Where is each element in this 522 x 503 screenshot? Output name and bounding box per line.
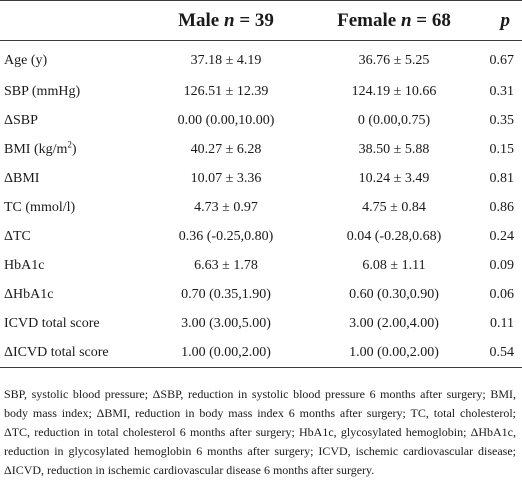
female-value: 10.24 ± 3.49 bbox=[358, 171, 430, 186]
table-row: ΔBMI 10.07 ± 3.36 10.24 ± 3.49 0.81 bbox=[0, 165, 522, 194]
comparison-table: Male n = 39 Female n = 68 p Age (y) 37.1… bbox=[0, 0, 522, 368]
table-row: ΔTC 0.36 (-0.25,0.80) 0.04 (-0.28,0.68) … bbox=[0, 223, 522, 252]
row-label: ΔHbA1c bbox=[4, 287, 54, 302]
header-p-value: p bbox=[474, 1, 522, 41]
male-value: 0.70 (0.35,1.90) bbox=[181, 287, 271, 302]
p-value: 0.86 bbox=[489, 200, 515, 215]
table-row: ICVD total score 3.00 (3.00,5.00) 3.00 (… bbox=[0, 310, 522, 339]
male-value: 10.07 ± 3.36 bbox=[190, 171, 262, 186]
row-label: Age (y) bbox=[4, 53, 48, 69]
male-value: 40.27 ± 6.28 bbox=[190, 142, 262, 157]
row-label: ΔICVD total score bbox=[4, 344, 109, 360]
header-variable bbox=[0, 1, 138, 41]
table-header-row: Male n = 39 Female n = 68 p bbox=[0, 0, 522, 41]
male-value: 0.00 (0.00,10.00) bbox=[177, 113, 275, 128]
row-label: SBP (mmHg) bbox=[4, 84, 81, 99]
male-value: 0.36 (-0.25,0.80) bbox=[178, 229, 274, 244]
header-male-word: Male bbox=[178, 9, 220, 31]
male-value: 126.51 ± 12.39 bbox=[183, 84, 269, 99]
male-value: 6.63 ± 1.78 bbox=[194, 258, 258, 273]
row-label: ΔBMI bbox=[4, 171, 40, 186]
header-female-n: n bbox=[400, 9, 412, 31]
data-table-container: Male n = 39 Female n = 68 p Age (y) 37.1… bbox=[0, 0, 522, 368]
table-row: HbA1c 6.63 ± 1.78 6.08 ± 1.11 0.09 bbox=[0, 252, 522, 281]
header-male: Male n = 39 bbox=[138, 1, 314, 41]
header-female: Female n = 68 bbox=[314, 1, 474, 41]
female-value: 3.00 (2.00,4.00) bbox=[349, 316, 439, 331]
table-row: ΔICVD total score 1.00 (0.00,2.00) 1.00 … bbox=[0, 339, 522, 368]
male-value: 4.73 ± 0.97 bbox=[194, 200, 258, 215]
table-row: SBP (mmHg) 126.51 ± 12.39 124.19 ± 10.66… bbox=[0, 78, 522, 107]
table-footnote: SBP, systolic blood pressure; ΔSBP, redu… bbox=[4, 387, 516, 477]
female-value: 6.08 ± 1.11 bbox=[362, 258, 426, 273]
row-label: ΔTC bbox=[4, 229, 31, 244]
male-value: 37.18 ± 4.19 bbox=[190, 53, 262, 69]
row-label: HbA1c bbox=[4, 258, 45, 273]
header-male-n: n bbox=[224, 9, 235, 31]
p-value: 0.31 bbox=[489, 84, 515, 99]
row-label-superscript: 2 bbox=[67, 139, 72, 150]
row-label: ICVD total score bbox=[4, 316, 100, 331]
row-label-text: BMI (kg/m bbox=[4, 142, 68, 157]
row-label: ΔSBP bbox=[4, 113, 38, 128]
table-row: ΔSBP 0.00 (0.00,10.00) 0 (0.00,0.75) 0.3… bbox=[0, 107, 522, 136]
female-value: 38.50 ± 5.88 bbox=[358, 142, 430, 157]
female-value: 4.75 ± 0.84 bbox=[362, 200, 426, 215]
table-row: BMI (kg/m2) 40.27 ± 6.28 38.50 ± 5.88 0.… bbox=[0, 136, 522, 165]
p-value: 0.06 bbox=[489, 287, 515, 302]
female-value: 36.76 ± 5.25 bbox=[358, 53, 430, 69]
header-male-count: = 39 bbox=[234, 9, 274, 31]
header-female-count: = 68 bbox=[411, 9, 451, 31]
row-label: BMI (kg/m2) bbox=[0, 136, 138, 165]
female-value: 1.00 (0.00,2.00) bbox=[349, 344, 439, 360]
female-value: 0.04 (-0.28,0.68) bbox=[346, 229, 442, 244]
p-value: 0.15 bbox=[489, 142, 515, 157]
table-row: TC (mmol/l) 4.73 ± 0.97 4.75 ± 0.84 0.86 bbox=[0, 194, 522, 223]
female-value: 0 (0.00,0.75) bbox=[357, 113, 431, 128]
p-value: 0.35 bbox=[489, 113, 515, 128]
male-value: 3.00 (3.00,5.00) bbox=[181, 316, 271, 331]
header-p-label: p bbox=[500, 9, 511, 31]
female-value: 124.19 ± 10.66 bbox=[351, 84, 437, 99]
header-female-word: Female bbox=[337, 9, 397, 31]
p-value: 0.67 bbox=[489, 53, 515, 69]
female-value: 0.60 (0.30,0.90) bbox=[349, 287, 439, 302]
table-row: Age (y) 37.18 ± 4.19 36.76 ± 5.25 0.67 bbox=[0, 40, 522, 78]
row-label: TC (mmol/l) bbox=[4, 200, 76, 215]
p-value: 0.09 bbox=[489, 258, 515, 273]
p-value: 0.81 bbox=[489, 171, 515, 186]
table-row: ΔHbA1c 0.70 (0.35,1.90) 0.60 (0.30,0.90)… bbox=[0, 281, 522, 310]
row-label-end: ) bbox=[71, 142, 77, 157]
male-value: 1.00 (0.00,2.00) bbox=[181, 344, 271, 360]
p-value: 0.54 bbox=[489, 344, 515, 360]
p-value: 0.11 bbox=[490, 316, 514, 331]
p-value: 0.24 bbox=[489, 229, 515, 244]
